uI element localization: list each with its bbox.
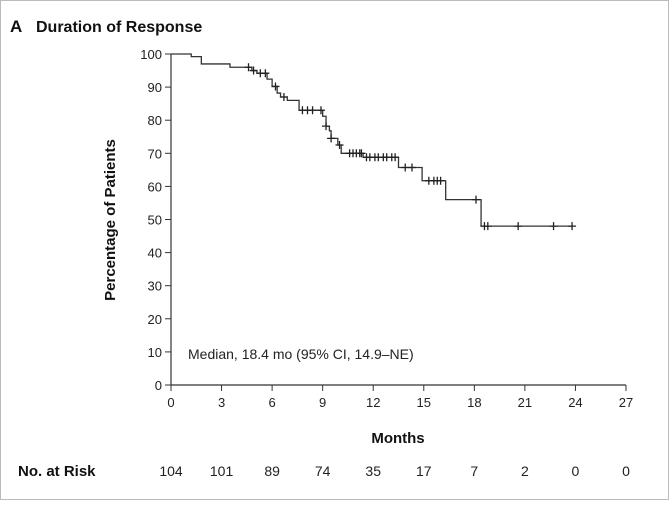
risk-table-label: No. at Risk xyxy=(18,463,96,480)
censor-mark xyxy=(244,63,253,72)
censor-mark xyxy=(261,69,270,78)
censor-mark xyxy=(322,122,331,131)
risk-count: 74 xyxy=(315,463,331,479)
censor-mark xyxy=(549,222,558,231)
y-tick-label: 30 xyxy=(148,279,162,294)
y-tick-label: 10 xyxy=(148,345,162,360)
censor-mark xyxy=(568,222,577,231)
risk-count: 104 xyxy=(159,463,183,479)
censor-mark xyxy=(401,163,410,172)
y-tick-label: 60 xyxy=(148,179,162,194)
censor-mark xyxy=(436,176,445,185)
y-tick-label: 50 xyxy=(148,213,162,228)
x-tick-label: 24 xyxy=(568,395,582,410)
risk-count: 101 xyxy=(210,463,234,479)
censor-mark xyxy=(249,66,258,75)
y-tick-label: 20 xyxy=(148,312,162,327)
censor-mark xyxy=(357,149,366,158)
y-tick-label: 90 xyxy=(148,80,162,95)
x-tick-label: 0 xyxy=(167,395,174,410)
censor-mark xyxy=(271,82,280,91)
y-tick-label: 70 xyxy=(148,146,162,161)
chart-title: Duration of Response xyxy=(36,19,202,36)
x-tick-label: 6 xyxy=(268,395,275,410)
x-tick-label: 12 xyxy=(366,395,380,410)
risk-count: 0 xyxy=(622,463,630,479)
censor-mark xyxy=(327,134,336,143)
risk-count: 35 xyxy=(365,463,381,479)
censor-mark xyxy=(279,93,288,102)
censor-mark xyxy=(514,222,523,231)
y-tick-label: 100 xyxy=(140,47,162,62)
x-tick-label: 9 xyxy=(319,395,326,410)
x-tick-label: 27 xyxy=(619,395,633,410)
censor-mark xyxy=(308,106,317,115)
censor-mark xyxy=(472,195,481,204)
x-tick-label: 21 xyxy=(518,395,532,410)
censor-mark xyxy=(316,106,325,115)
risk-count: 0 xyxy=(572,463,580,479)
risk-count: 89 xyxy=(264,463,280,479)
y-axis-label: Percentage of Patients xyxy=(102,139,119,301)
median-annotation: Median, 18.4 mo (95% CI, 14.9–NE) xyxy=(188,346,414,362)
x-axis-label: Months xyxy=(371,430,424,447)
censor-mark xyxy=(483,222,492,231)
censor-mark xyxy=(335,141,344,150)
x-tick-label: 3 xyxy=(218,395,225,410)
risk-count: 7 xyxy=(470,463,478,479)
x-tick-label: 18 xyxy=(467,395,481,410)
y-tick-label: 40 xyxy=(148,246,162,261)
censor-mark xyxy=(391,153,400,162)
censor-mark xyxy=(407,163,416,172)
y-tick-label: 0 xyxy=(155,378,162,393)
risk-count: 17 xyxy=(416,463,432,479)
y-tick-label: 80 xyxy=(148,113,162,128)
risk-count: 2 xyxy=(521,463,529,479)
x-tick-label: 15 xyxy=(417,395,431,410)
panel-label: A xyxy=(10,17,22,36)
